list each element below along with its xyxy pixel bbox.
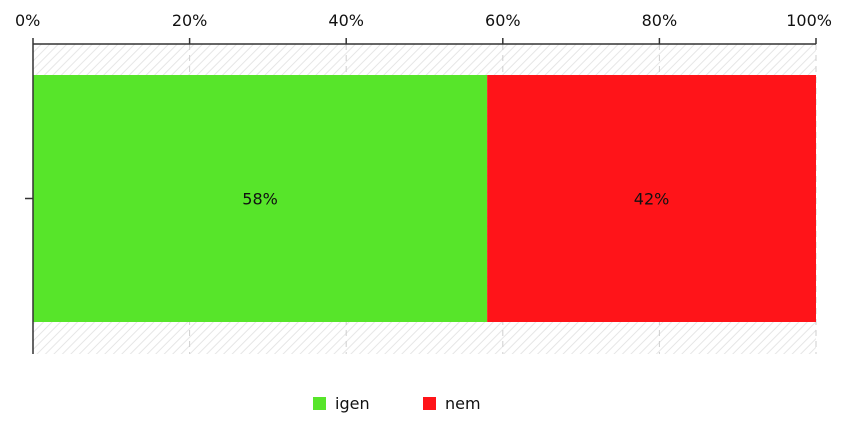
tick-labels: 0% 20% 40% 60% 80% 100% — [15, 11, 832, 30]
bar-segment-igen — [33, 75, 488, 322]
x-tick-label-1: 20% — [172, 11, 208, 30]
bar-segment-nem — [487, 75, 816, 322]
data-labels: 58% 42% — [242, 190, 669, 209]
x-tick-label-5: 100% — [786, 11, 832, 30]
x-tick-label-3: 60% — [485, 11, 521, 30]
x-tick-label-4: 80% — [642, 11, 678, 30]
legend-swatch-nem — [423, 397, 436, 410]
x-tick-label-0: 0% — [15, 11, 40, 30]
data-label-igen: 58% — [242, 190, 278, 209]
legend-swatch-igen — [313, 397, 326, 410]
x-tick-label-2: 40% — [328, 11, 364, 30]
legend-label-nem: nem — [445, 394, 481, 413]
data-label-nem: 42% — [634, 190, 670, 209]
bars — [33, 75, 816, 322]
legend: igen nem — [313, 394, 481, 413]
axes — [25, 38, 817, 354]
legend-label-igen: igen — [335, 394, 370, 413]
